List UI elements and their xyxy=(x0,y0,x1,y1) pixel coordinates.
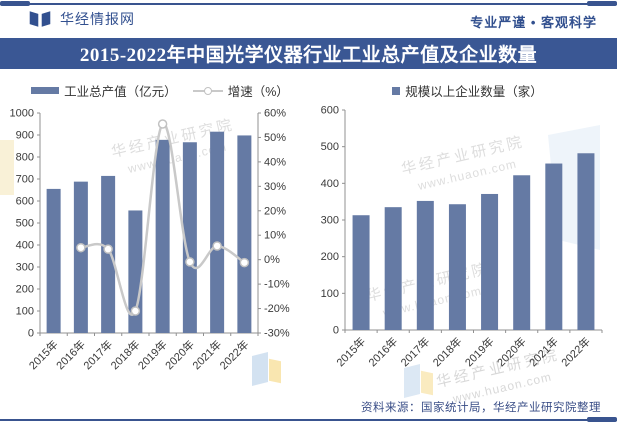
output-value-bar xyxy=(155,139,170,333)
category-label: 2015年 xyxy=(26,337,61,372)
tick-label: 1000 xyxy=(10,108,34,120)
tick-label: -30% xyxy=(264,328,290,340)
tick-label: 800 xyxy=(16,152,34,164)
tick-label: 60% xyxy=(264,108,286,120)
growth-marker xyxy=(212,241,222,251)
category-label: 2015年 xyxy=(333,334,368,369)
tick-label: 0 xyxy=(333,325,339,337)
output-value-bar xyxy=(101,175,116,333)
growth-marker xyxy=(76,242,86,253)
output-value-bar xyxy=(210,131,225,333)
site-name: 华经情报网 xyxy=(60,11,135,27)
output-value-bar xyxy=(182,142,197,333)
category-label: 2018年 xyxy=(108,337,143,372)
line-swatch-icon xyxy=(192,86,223,96)
bottom-right-accent xyxy=(587,417,617,422)
tick-label: 200 xyxy=(16,284,34,296)
bar-swatch-icon xyxy=(31,87,60,94)
growth-marker xyxy=(239,257,250,268)
legend-label-output: 工业总产值（亿元） xyxy=(64,85,177,99)
enterprise-count-bar xyxy=(416,200,434,330)
tick-label: 10% xyxy=(264,230,286,242)
enterprise-count-bar xyxy=(448,204,466,330)
source-note: 资料来源：国家统计局，华经产业研究院整理 xyxy=(361,402,601,414)
category-label: 2019年 xyxy=(135,337,170,372)
category-label: 2020年 xyxy=(494,334,529,369)
tick-label: 600 xyxy=(321,105,339,117)
tick-label: 900 xyxy=(16,130,34,142)
category-label: 2016年 xyxy=(365,334,400,369)
tick-label: 300 xyxy=(321,215,339,227)
tick-label: 600 xyxy=(16,196,34,208)
site-brand: 华经情报网 xyxy=(28,9,135,29)
tick-label: 0% xyxy=(264,254,280,266)
tick-label: 40% xyxy=(264,156,286,168)
tick-label: 100 xyxy=(321,288,339,300)
total-output-chart: 0 100 200 300 400 500 600 700 800 900 1000 -30% -20%… xyxy=(10,108,290,373)
book-logo-icon xyxy=(29,11,51,27)
right-chart-legend: 规模以上企业数量（家） xyxy=(330,81,605,100)
category-label: 2017年 xyxy=(397,334,432,369)
top-right-accent xyxy=(587,1,617,6)
tick-label: 300 xyxy=(16,262,34,274)
tick-label: 200 xyxy=(321,251,339,263)
category-label: 2017年 xyxy=(80,337,115,372)
top-left-accent xyxy=(0,1,30,6)
tick-label: 500 xyxy=(16,218,34,230)
enterprise-count-bar xyxy=(481,193,499,330)
category-label: 2018年 xyxy=(430,334,465,369)
tick-label: 50% xyxy=(264,132,286,144)
left-chart-legend: 工业总产值（亿元） 增速（%） xyxy=(15,81,305,100)
enterprise-count-chart: 01002003004005006002015年2016年2017年2018年2… xyxy=(321,105,603,369)
tick-label: 30% xyxy=(264,181,286,193)
enterprise-count-bar xyxy=(545,163,563,330)
category-label: 2020年 xyxy=(162,337,197,372)
title-band: 2015-2022年中国光学仪器行业工业总产值及企业数量 xyxy=(0,38,617,69)
site-slogan: 专业严谨 • 客观科学 xyxy=(470,15,597,30)
output-value-bar xyxy=(73,181,88,333)
growth-marker xyxy=(103,244,113,254)
legend-label-enterprises: 规模以上企业数量（家） xyxy=(405,85,543,99)
category-label: 2021年 xyxy=(189,337,224,372)
top-divider xyxy=(0,3,617,5)
enterprise-count-bar xyxy=(513,175,531,330)
bottom-divider xyxy=(0,419,617,421)
tick-label: 400 xyxy=(321,178,339,190)
growth-marker xyxy=(157,119,168,129)
enterprise-count-bar xyxy=(577,153,595,330)
growth-marker xyxy=(130,306,141,316)
category-label: 2022年 xyxy=(558,334,593,369)
tick-label: 400 xyxy=(16,240,34,252)
category-label: 2021年 xyxy=(526,334,561,369)
tick-label: 20% xyxy=(264,205,286,217)
category-label: 2022年 xyxy=(217,337,252,372)
output-value-bar xyxy=(237,135,252,333)
enterprise-count-bar xyxy=(384,207,402,330)
tick-label: 700 xyxy=(16,174,34,186)
growth-marker xyxy=(185,257,195,267)
tick-label: 100 xyxy=(16,306,34,318)
tick-label: 500 xyxy=(321,141,339,153)
category-label: 2019年 xyxy=(462,334,497,369)
page-title: 2015-2022年中国光学仪器行业工业总产值及企业数量 xyxy=(79,45,538,66)
square-swatch-icon xyxy=(392,86,401,95)
tick-label: -20% xyxy=(264,303,290,315)
tick-label: 0 xyxy=(28,328,34,340)
tick-label: -10% xyxy=(264,279,290,291)
enterprise-count-bar xyxy=(352,215,370,330)
category-label: 2016年 xyxy=(53,337,88,372)
output-value-bar xyxy=(46,188,61,333)
legend-label-growth: 增速（%） xyxy=(227,85,289,99)
